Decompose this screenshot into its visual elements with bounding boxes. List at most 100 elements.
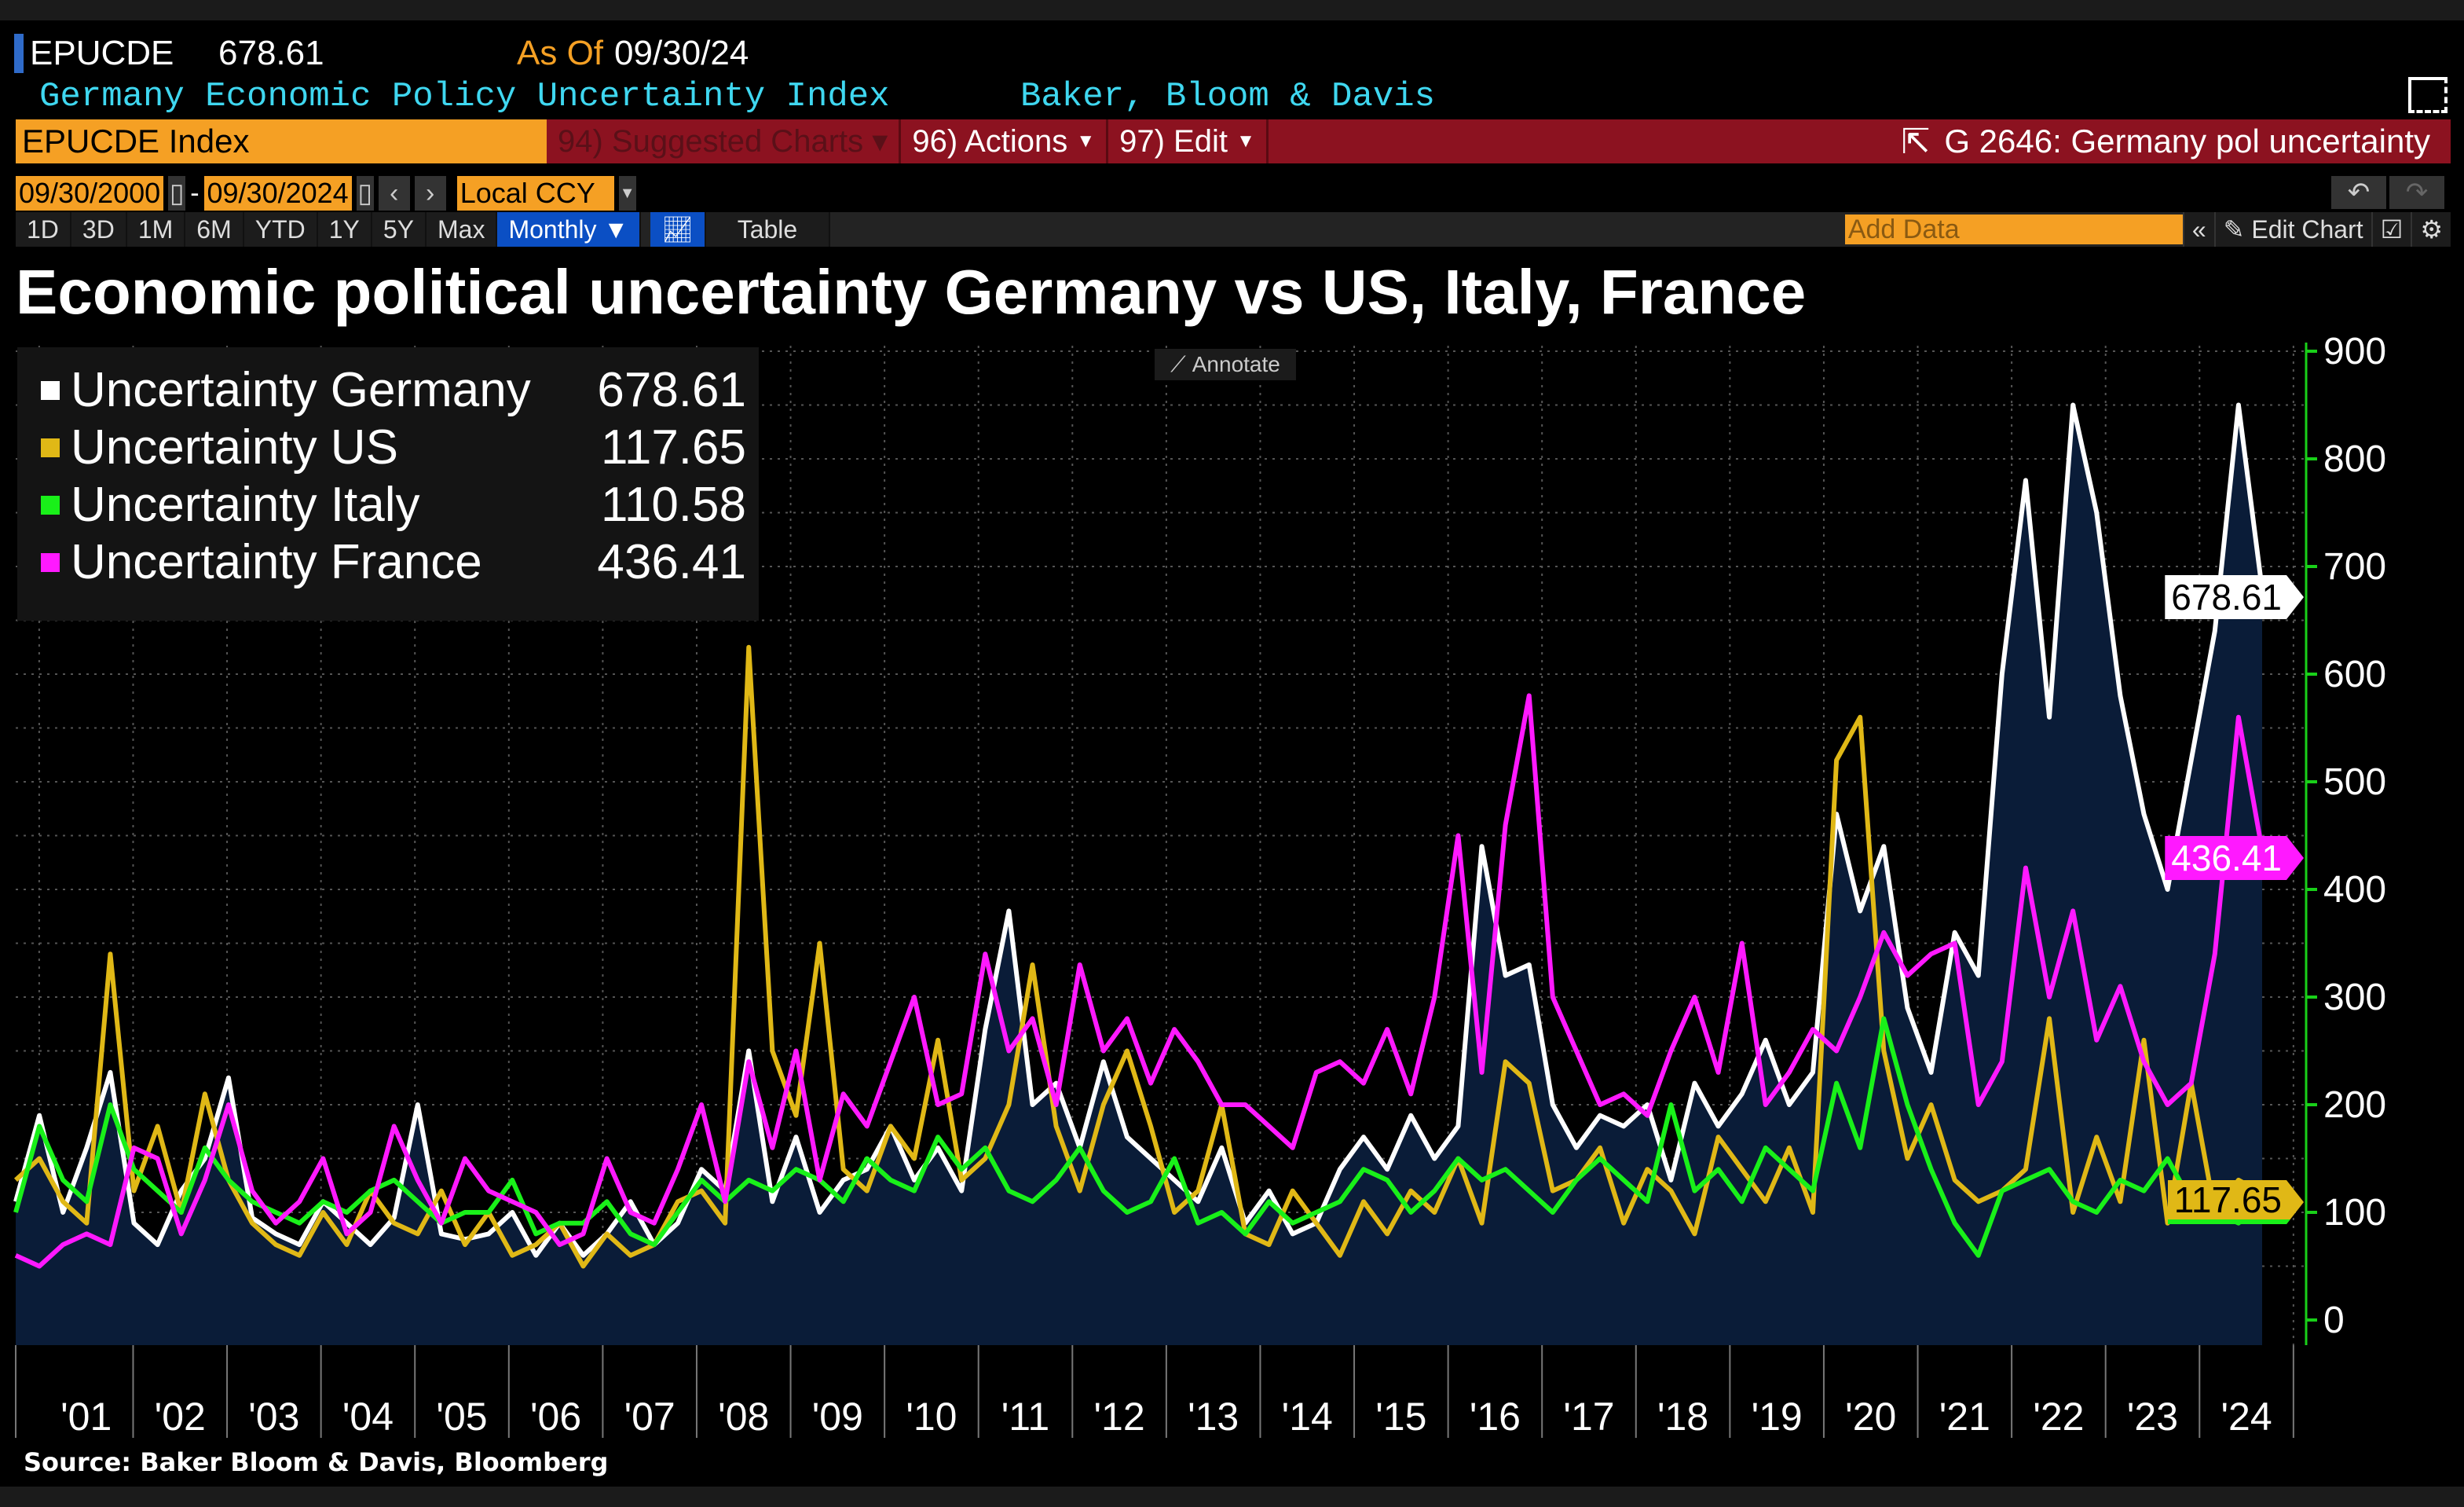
x-tick-label: '16 [1470,1395,1521,1439]
ticker: EPUCDE [30,34,174,72]
period-1d[interactable]: 1D [16,212,71,247]
x-tick-label: '13 [1188,1395,1239,1439]
annotate-button[interactable]: ⟋ Annotate [1155,349,1296,380]
command-bar: EPUCDE Index 94) Suggested Charts ▾ 96) … [16,119,2451,163]
x-tick-label: '01 [60,1395,112,1439]
value-tag-us: 117.65 [2168,1180,2304,1224]
y-tick-label: 900 [2323,331,2386,372]
y-tick-label: 0 [2323,1300,2345,1341]
edit-menu[interactable]: 97) Edit ▼ [1108,119,1269,163]
legend-item-us[interactable]: Uncertainty US 117.65 [41,419,759,476]
x-tick-label: '07 [624,1395,675,1439]
x-tick-label: '18 [1657,1395,1708,1439]
chart-reference-label: G 2646: Germany pol uncertainty [1944,123,2430,160]
annotate-label: Annotate [1192,352,1280,376]
prev-period-button[interactable]: ‹ [378,176,410,211]
x-tick-label: '15 [1375,1395,1426,1439]
period-ytd[interactable]: YTD [243,212,318,247]
series-line-uncertainty-us [13,644,2264,1269]
x-tick-label: '08 [718,1395,769,1439]
security-input[interactable]: EPUCDE Index [16,119,547,163]
next-period-button[interactable]: › [414,176,446,211]
line-chart-icon[interactable]: 📈︎ [650,212,706,247]
series-line-uncertainty-italy [13,1016,2264,1258]
calendar-icon[interactable]: ▯ [356,176,374,211]
suggested-charts-button[interactable]: 94) Suggested Charts ▾ [547,119,902,163]
value-tag-germany: 678.61 [2165,575,2304,619]
add-data-input[interactable]: Add Data [1844,214,2183,244]
legend-value: 678.61 [597,363,746,417]
x-tick-label: '09 [812,1395,863,1439]
x-tick-label: '22 [2033,1395,2084,1439]
legend-label: Uncertainty France [71,535,482,589]
calendar-icon[interactable]: ▯ [168,176,186,211]
y-tick-label: 600 [2323,654,2386,695]
value-tag-france: 436.41 [2165,836,2304,880]
period-3d[interactable]: 3D [71,212,127,247]
legend-swatch [41,552,60,572]
x-tick-label: '06 [530,1395,581,1439]
chevron-down-icon[interactable]: ▼ [618,176,636,211]
undo-icon[interactable]: ↶ [2331,176,2386,209]
legend-swatch [41,380,60,400]
index-description: Germany Economic Policy Uncertainty Inde… [39,77,890,116]
y-tick-label: 100 [2323,1192,2386,1234]
actions-label: 96) Actions [912,123,1068,159]
edit-chart-button[interactable]: ✎ Edit Chart [2213,212,2371,247]
legend-item-italy[interactable]: Uncertainty Italy 110.58 [41,476,759,534]
x-tick-label: '17 [1563,1395,1614,1439]
x-tick-label: '12 [1094,1395,1145,1439]
frequency-select[interactable]: Monthly ▼ [497,212,642,247]
x-tick-label: '24 [2221,1395,2272,1439]
legend-swatch [41,438,60,457]
legend-value: 110.58 [600,478,746,532]
period-max[interactable]: Max [427,212,498,247]
table-button[interactable]: Table [705,212,831,247]
x-tick-label: '05 [436,1395,487,1439]
edit-label: 97) Edit [1119,123,1228,159]
start-date-input[interactable]: 09/30/2000 [16,176,164,211]
date-range-controls: 09/30/2000 ▯ - 09/30/2024 ▯ ‹ › Local CC… [16,176,636,211]
top-strip [0,0,2464,20]
end-date-input[interactable]: 09/30/2024 [203,176,352,211]
germany-area [16,405,2262,1345]
external-link-icon: ⇱ [1901,122,1931,161]
period-toolbar: 1D 3D 1M 6M YTD 1Y 5Y Max Monthly ▼ 📈︎ T… [16,212,2451,247]
gear-icon[interactable]: ⚙ [2411,212,2451,247]
x-tick-label: '19 [1752,1395,1803,1439]
checklist-icon[interactable]: ☑ [2371,212,2411,247]
as-of-date: 09/30/24 [614,34,749,72]
redo-icon[interactable]: ↷ [2389,176,2444,209]
history-controls: ↶ ↷ [2331,176,2444,209]
security-marker [14,34,24,73]
x-tick-label: '04 [342,1395,394,1439]
date-dash: - [190,178,200,208]
edit-chart-label: Edit Chart [2251,214,2363,244]
period-5y[interactable]: 5Y [372,212,427,247]
currency-select[interactable]: Local CCY [456,176,614,211]
y-tick-label: 300 [2323,977,2386,1018]
legend-item-germany[interactable]: Uncertainty Germany 678.61 [41,361,759,419]
legend-label: Uncertainty Italy [71,478,420,532]
as-of-label: As Of [517,34,604,72]
series-line-uncertainty-germany [13,402,2264,1258]
actions-menu[interactable]: 96) Actions ▼ [901,119,1109,163]
legend-value: 436.41 [597,535,746,589]
bottom-strip [0,1487,2464,1507]
period-1y[interactable]: 1Y [317,212,372,247]
period-6m[interactable]: 6M [185,212,244,247]
chart-reference[interactable]: ⇱ G 2646: Germany pol uncertainty [1901,122,2451,162]
security-header: EPUCDE 678.61 As Of 09/30/24 [14,31,749,75]
legend-value: 117.65 [600,420,746,475]
x-tick-label: '11 [1001,1395,1049,1439]
x-tick-label: '03 [248,1395,299,1439]
pencil-icon: ✎ [2223,215,2252,244]
chart-title: Economic political uncertainty Germany v… [16,257,1807,327]
period-1m[interactable]: 1M [126,212,186,247]
legend-item-france[interactable]: Uncertainty France 436.41 [41,534,759,591]
legend-label: Uncertainty US [71,420,398,475]
expand-icon[interactable] [2408,77,2448,113]
collapse-button[interactable]: « [2182,212,2214,247]
y-tick-label: 500 [2323,761,2386,803]
